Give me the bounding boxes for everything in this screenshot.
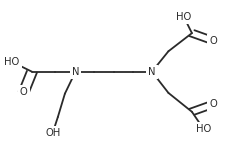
Text: N: N	[148, 67, 156, 77]
Text: O: O	[20, 87, 28, 97]
Text: O: O	[209, 99, 217, 109]
Text: OH: OH	[45, 128, 60, 138]
Text: HO: HO	[4, 57, 20, 67]
Text: HO: HO	[196, 124, 211, 134]
Text: HO: HO	[176, 12, 191, 22]
Text: N: N	[72, 67, 79, 77]
Text: O: O	[209, 36, 217, 46]
